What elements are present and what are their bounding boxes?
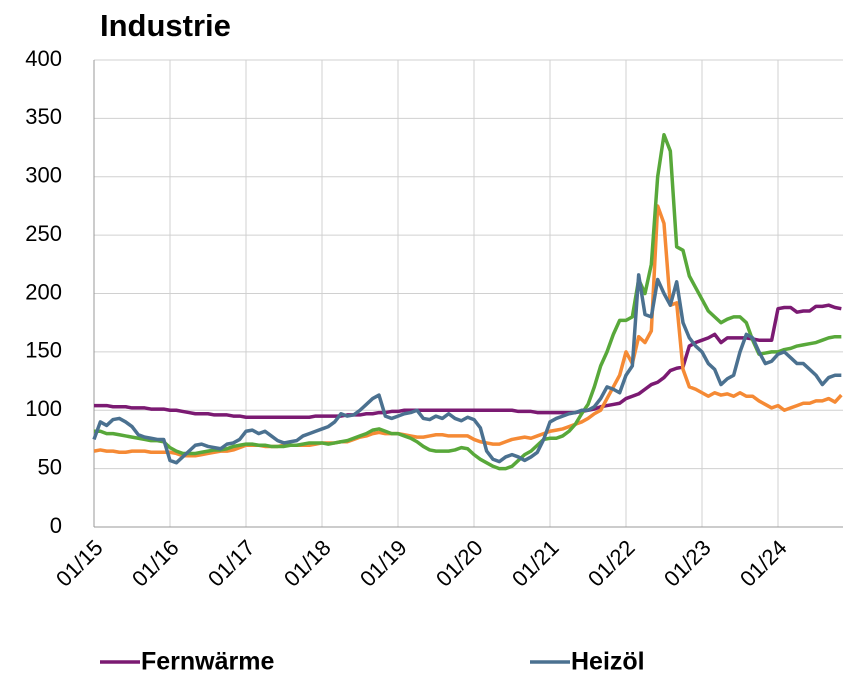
- series-line: [92, 273, 842, 465]
- y-tick-label: 250: [25, 221, 62, 246]
- y-tick-label: 350: [25, 104, 62, 129]
- x-tick-label: 01/15: [51, 535, 108, 592]
- y-tick-label: 400: [25, 46, 62, 71]
- x-tick-label: 01/20: [431, 535, 488, 592]
- chart-title: Industrie: [100, 8, 231, 43]
- y-tick-label: 100: [25, 396, 62, 421]
- x-tick-label: 01/19: [355, 535, 412, 592]
- x-tick-label: 01/22: [583, 535, 640, 592]
- y-tick-label: 150: [25, 338, 62, 363]
- x-tick-label: 01/21: [507, 535, 564, 592]
- y-tick-label: 300: [25, 163, 62, 188]
- x-tick-label: 01/17: [203, 535, 260, 592]
- legend-label: Heizöl: [571, 648, 645, 676]
- x-tick-label: 01/18: [279, 535, 336, 592]
- x-tick-label: 01/23: [659, 535, 716, 592]
- x-tick-label: 01/24: [735, 535, 792, 592]
- series-line: [94, 303, 842, 420]
- y-tick-label: 0: [50, 513, 62, 538]
- y-tick-label: 200: [25, 279, 62, 304]
- y-tick-label: 50: [38, 454, 62, 479]
- legend-label: Fernwärme: [141, 648, 274, 676]
- x-tick-label: 01/16: [127, 535, 184, 592]
